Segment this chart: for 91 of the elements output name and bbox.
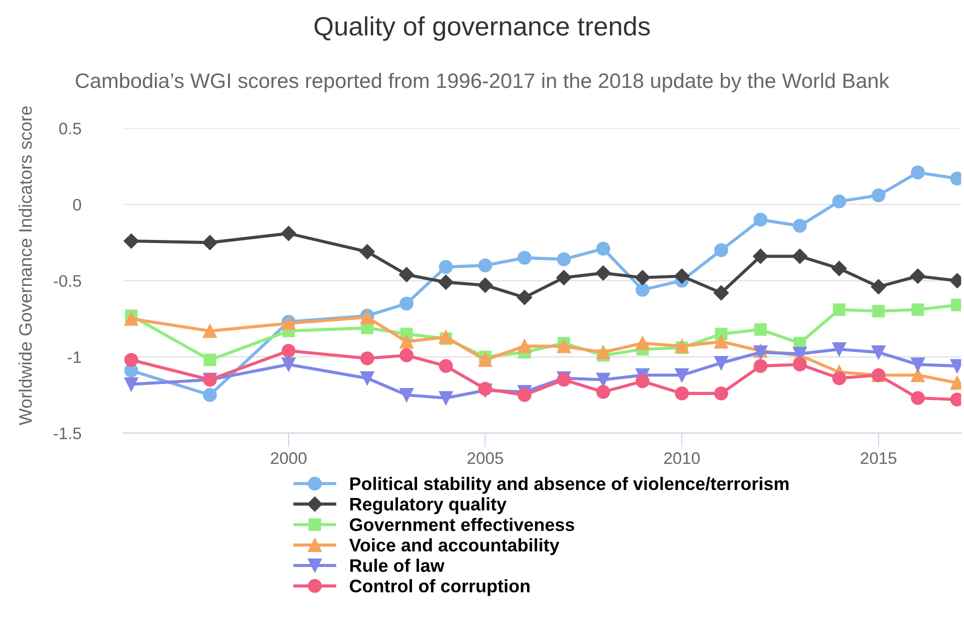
point bbox=[438, 359, 453, 373]
point bbox=[792, 248, 808, 264]
y-tick-label: -0.5 bbox=[54, 275, 82, 287]
point bbox=[634, 270, 650, 286]
point bbox=[202, 324, 217, 338]
chart-title: Quality of governance trends bbox=[314, 16, 650, 41]
point bbox=[754, 323, 767, 336]
point bbox=[400, 296, 414, 310]
point bbox=[596, 265, 611, 281]
legend-label: Political stability and absence of violence/terrorism bbox=[350, 476, 788, 494]
x-tick-label: 2000 bbox=[270, 452, 306, 464]
legend-label: Voice and accountability bbox=[349, 538, 560, 556]
point bbox=[674, 268, 690, 284]
point bbox=[360, 244, 375, 260]
point bbox=[556, 270, 572, 286]
point bbox=[282, 358, 296, 372]
point bbox=[674, 368, 689, 382]
point bbox=[518, 339, 532, 354]
point bbox=[400, 388, 414, 402]
point bbox=[910, 368, 925, 382]
point bbox=[398, 267, 414, 282]
point bbox=[870, 279, 886, 294]
point bbox=[478, 278, 493, 293]
point bbox=[910, 268, 926, 284]
point bbox=[400, 334, 414, 349]
y-tick-label: 0 bbox=[73, 198, 82, 211]
point bbox=[478, 352, 492, 367]
point bbox=[281, 226, 296, 241]
y-tick-label: -1 bbox=[68, 351, 81, 363]
point bbox=[714, 356, 728, 370]
legend-label: Control of corruption bbox=[350, 579, 530, 596]
point bbox=[556, 339, 571, 354]
point bbox=[754, 212, 768, 227]
point bbox=[754, 359, 768, 373]
y-tick-label: 0.5 bbox=[59, 122, 82, 134]
point bbox=[792, 358, 807, 372]
legend-label: Rule of law bbox=[350, 558, 444, 572]
point bbox=[872, 345, 886, 360]
point bbox=[438, 391, 453, 405]
chart-subtitle: Cambodia’s WGI scores reported from 1996-2017 in the 2018 update by the World Bank bbox=[76, 72, 890, 92]
point bbox=[360, 371, 374, 386]
point bbox=[832, 303, 846, 316]
point bbox=[596, 345, 610, 360]
point bbox=[872, 304, 885, 318]
y-tick-label: -1.5 bbox=[54, 428, 82, 440]
point bbox=[674, 386, 689, 400]
point bbox=[832, 260, 847, 276]
x-tick-label: 2010 bbox=[664, 452, 700, 464]
point bbox=[832, 371, 846, 386]
point bbox=[596, 242, 610, 256]
point bbox=[910, 358, 925, 372]
legend-label: Government effectiveness bbox=[350, 518, 574, 532]
point bbox=[360, 351, 374, 366]
point bbox=[202, 388, 217, 402]
point bbox=[518, 250, 532, 265]
point bbox=[204, 354, 216, 366]
point bbox=[714, 243, 728, 258]
point bbox=[124, 377, 138, 392]
y-axis-title: Worldwide Governance Indicators score bbox=[18, 106, 32, 426]
point bbox=[478, 382, 492, 396]
point bbox=[832, 342, 846, 356]
point bbox=[636, 336, 650, 350]
point bbox=[516, 290, 532, 306]
point bbox=[912, 303, 924, 316]
point bbox=[636, 374, 650, 388]
point bbox=[910, 391, 925, 405]
point bbox=[202, 235, 218, 250]
point bbox=[438, 260, 453, 274]
point bbox=[478, 258, 492, 272]
point bbox=[636, 282, 650, 297]
point bbox=[556, 252, 571, 266]
point bbox=[124, 312, 138, 326]
point bbox=[714, 334, 728, 349]
point bbox=[124, 352, 138, 367]
point bbox=[910, 166, 925, 180]
point bbox=[518, 388, 532, 402]
point bbox=[792, 218, 807, 233]
legend-label: Regulatory quality bbox=[350, 497, 507, 514]
point bbox=[596, 372, 610, 387]
point bbox=[872, 188, 886, 202]
point bbox=[832, 194, 846, 208]
point bbox=[752, 248, 768, 264]
x-tick-label: 2015 bbox=[860, 452, 896, 464]
x-tick-label: 2005 bbox=[468, 452, 504, 464]
point bbox=[282, 344, 296, 358]
point bbox=[438, 274, 454, 290]
point bbox=[596, 384, 610, 399]
point bbox=[714, 386, 728, 400]
point bbox=[400, 348, 414, 362]
point bbox=[714, 285, 729, 300]
point bbox=[124, 233, 139, 249]
